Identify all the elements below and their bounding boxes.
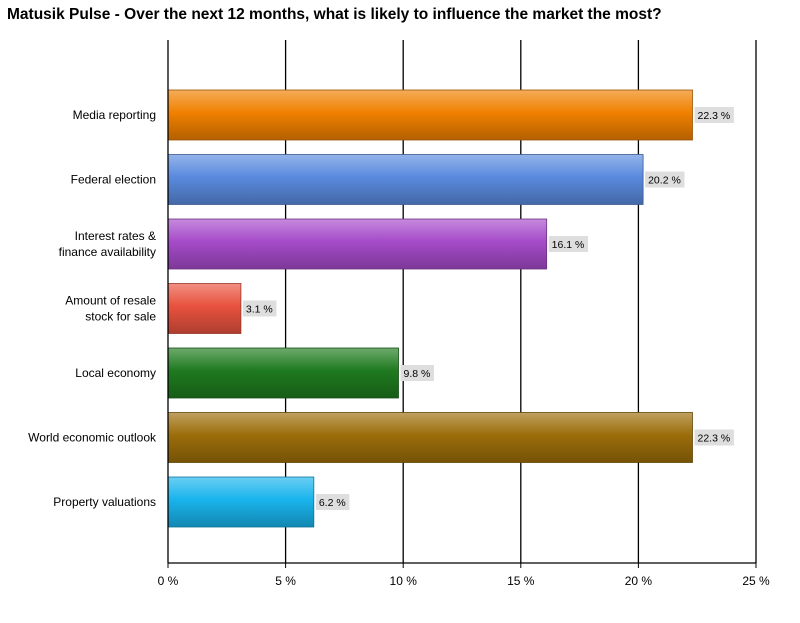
data-label-background (645, 171, 685, 188)
data-label-background (242, 300, 277, 317)
data-label-background (548, 236, 589, 252)
chart-title: Matusik Pulse - Over the next 12 months,… (7, 6, 662, 23)
category-label: Federal election (71, 173, 156, 187)
category-label: Local economy (75, 366, 156, 380)
bars (167, 89, 693, 528)
data-label: 9.8 % (403, 368, 430, 380)
bar (167, 218, 548, 270)
x-tick-label: 0 % (158, 574, 179, 588)
data-label: 20.2 % (648, 175, 681, 187)
data-label-background (315, 494, 350, 510)
category-label: Interest rates & (75, 229, 156, 243)
category-label: Media reporting (73, 108, 156, 122)
category-label: stock for sale (85, 310, 156, 324)
axes (167, 40, 757, 568)
labels: 0 % 5 % 10 % 15 % 20 % 25 % 22.3 % Media report… (28, 107, 770, 588)
data-label: 3.1 % (246, 304, 273, 316)
data-label: 22.3 % (697, 110, 730, 122)
category-label: finance availability (59, 245, 156, 259)
bar (167, 283, 242, 334)
x-tick-label: 15 % (507, 574, 535, 588)
bar (167, 476, 315, 528)
data-label: 6.2 % (319, 497, 346, 509)
category-label: Amount of resale (65, 294, 156, 308)
x-tick-label: 5 % (275, 574, 296, 588)
data-label: 22.3 % (697, 433, 730, 445)
x-tick-label: 25 % (742, 574, 770, 588)
bar (167, 154, 644, 205)
x-tick-label: 10 % (390, 574, 418, 588)
data-label-background (694, 107, 734, 123)
data-label: 16.1 % (552, 239, 585, 251)
data-label-background (400, 365, 434, 381)
category-label: Property valuations (53, 495, 156, 509)
category-label: World economic outlook (28, 431, 157, 445)
bar (167, 412, 693, 463)
grid-lines (284, 40, 757, 563)
x-tick-label: 20 % (625, 574, 653, 588)
data-label-background (694, 429, 734, 446)
bar (167, 347, 399, 399)
bar (167, 89, 693, 141)
